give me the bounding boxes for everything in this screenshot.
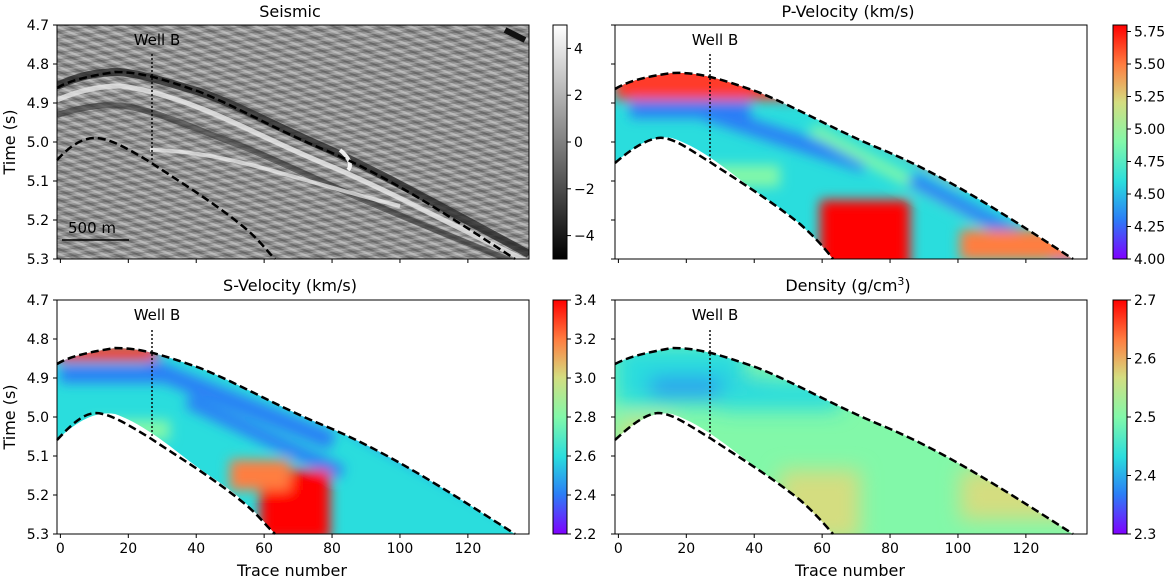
colorbar-tick-label: 5.75 — [1134, 25, 1165, 41]
y-tick-label: 5.3 — [27, 527, 49, 543]
p-velocity-title: P-Velocity (km/s) — [781, 2, 914, 21]
y-tick-label: 5.2 — [27, 488, 49, 504]
bottom-horizon-seismic — [56, 136, 276, 260]
colorbar-tick-label: 4.75 — [1134, 155, 1165, 171]
x-tick-label: 80 — [881, 541, 899, 557]
colorbar-tick-label: 0 — [574, 135, 583, 151]
colorbar-tick-label: 2 — [574, 88, 583, 104]
y-tick-label: 5.0 — [27, 410, 49, 426]
well-b-label: Well B — [134, 306, 181, 324]
seismic-image — [57, 25, 529, 259]
density-title: Density (g/cm3) — [785, 275, 910, 295]
x-tick-label: 20 — [119, 541, 137, 557]
bottom-horizon-density — [614, 411, 834, 535]
colorbar-tick-label: 2.7 — [1134, 293, 1156, 309]
x-tick-label: 100 — [387, 541, 414, 557]
density-xlabel: Trace number — [794, 561, 905, 580]
s-velocity-image — [57, 348, 515, 534]
seismic-colorbar — [552, 24, 568, 260]
top-horizon-density — [614, 346, 1074, 536]
x-tick-label: 100 — [945, 541, 972, 557]
density-colorbar — [1112, 299, 1128, 535]
colorbar-tick-label: 2.2 — [574, 527, 596, 543]
well-b-label: Well B — [692, 306, 739, 324]
s-velocity-ylabel: Time (s) — [0, 384, 19, 450]
seismic-title: Seismic — [259, 2, 321, 21]
top-horizon-seismic — [56, 70, 516, 261]
bottom-horizon-s — [56, 411, 276, 535]
density-title-end: ) — [904, 276, 910, 295]
x-tick-label: 0 — [614, 541, 623, 557]
colorbar-tick-label: 4 — [574, 41, 583, 57]
colorbar-tick-label: 4.50 — [1134, 187, 1165, 203]
colorbar-tick-label: 2.3 — [1134, 527, 1156, 543]
colorbar-tick-label: 2.4 — [1134, 469, 1156, 485]
colorbar-tick-label: 5.50 — [1134, 57, 1165, 73]
well-b-label: Well B — [692, 31, 739, 49]
x-tick-label: 120 — [455, 541, 482, 557]
x-tick-label: 20 — [677, 541, 695, 557]
s-velocity-colorbar — [552, 299, 568, 535]
top-horizon-p — [614, 71, 1074, 261]
x-tick-label: 40 — [745, 541, 763, 557]
p-velocity-panel: P-Velocity (km/s) Wel — [611, 2, 1165, 268]
seismic-ylabel: Time (s) — [0, 109, 19, 175]
scale-bar-label: 500 m — [68, 219, 116, 237]
s-velocity-panel: S-Velocity (km/s) Wel — [0, 276, 596, 580]
colorbar-tick-label: 2.6 — [574, 449, 596, 465]
colorbar-tick-label: 2.6 — [1134, 352, 1156, 368]
x-tick-label: 60 — [255, 541, 273, 557]
top-horizon-s — [56, 346, 516, 536]
colorbar-tick-label: 3.4 — [574, 293, 596, 309]
x-tick-label: 60 — [813, 541, 831, 557]
colorbar-tick-label: 3.0 — [574, 371, 596, 387]
colorbar-tick-label: 3.2 — [574, 332, 596, 348]
colorbar-tick-label: 2.4 — [574, 488, 596, 504]
y-tick-label: 5.3 — [27, 252, 49, 268]
y-tick-label: 4.8 — [27, 57, 49, 73]
y-tick-label: 4.7 — [27, 18, 49, 34]
density-panel: Density (g/cm3) Well B Trace number — [611, 275, 1156, 580]
density-title-main: Density (g/cm — [785, 276, 897, 295]
colorbar-tick-label: 5.00 — [1134, 122, 1165, 138]
colorbar-tick-label: 2.8 — [574, 410, 596, 426]
y-tick-label: 5.1 — [27, 449, 49, 465]
y-tick-label: 4.8 — [27, 332, 49, 348]
x-tick-label: 80 — [323, 541, 341, 557]
y-tick-label: 4.7 — [27, 293, 49, 309]
colorbar-tick-label: 5.25 — [1134, 90, 1165, 106]
p-velocity-colorbar — [1112, 24, 1128, 260]
density-title-sup: 3 — [897, 275, 904, 288]
colorbar-tick-label: 2.5 — [1134, 410, 1156, 426]
density-image — [615, 348, 1073, 534]
well-b-label: Well B — [134, 31, 181, 49]
y-tick-label: 5.1 — [27, 174, 49, 190]
y-tick-label: 5.0 — [27, 135, 49, 151]
colorbar-tick-label: 4.25 — [1134, 220, 1165, 236]
y-tick-label: 4.9 — [27, 96, 49, 112]
colorbar-tick-label: −2 — [574, 182, 595, 198]
y-tick-label: 4.9 — [27, 371, 49, 387]
x-tick-label: 120 — [1013, 541, 1040, 557]
seismic-panel: Seismic Well B 500 m Time (s) 4.7 4.8 4 — [0, 2, 595, 268]
colorbar-tick-label: 4.00 — [1134, 252, 1165, 268]
colorbar-tick-label: −4 — [574, 229, 595, 245]
s-velocity-xlabel: Trace number — [236, 561, 347, 580]
bottom-horizon-p — [614, 136, 834, 260]
x-tick-label: 40 — [187, 541, 205, 557]
p-velocity-image — [615, 72, 1073, 259]
s-velocity-title: S-Velocity (km/s) — [223, 276, 357, 295]
y-tick-label: 5.2 — [27, 213, 49, 229]
x-tick-label: 0 — [56, 541, 65, 557]
